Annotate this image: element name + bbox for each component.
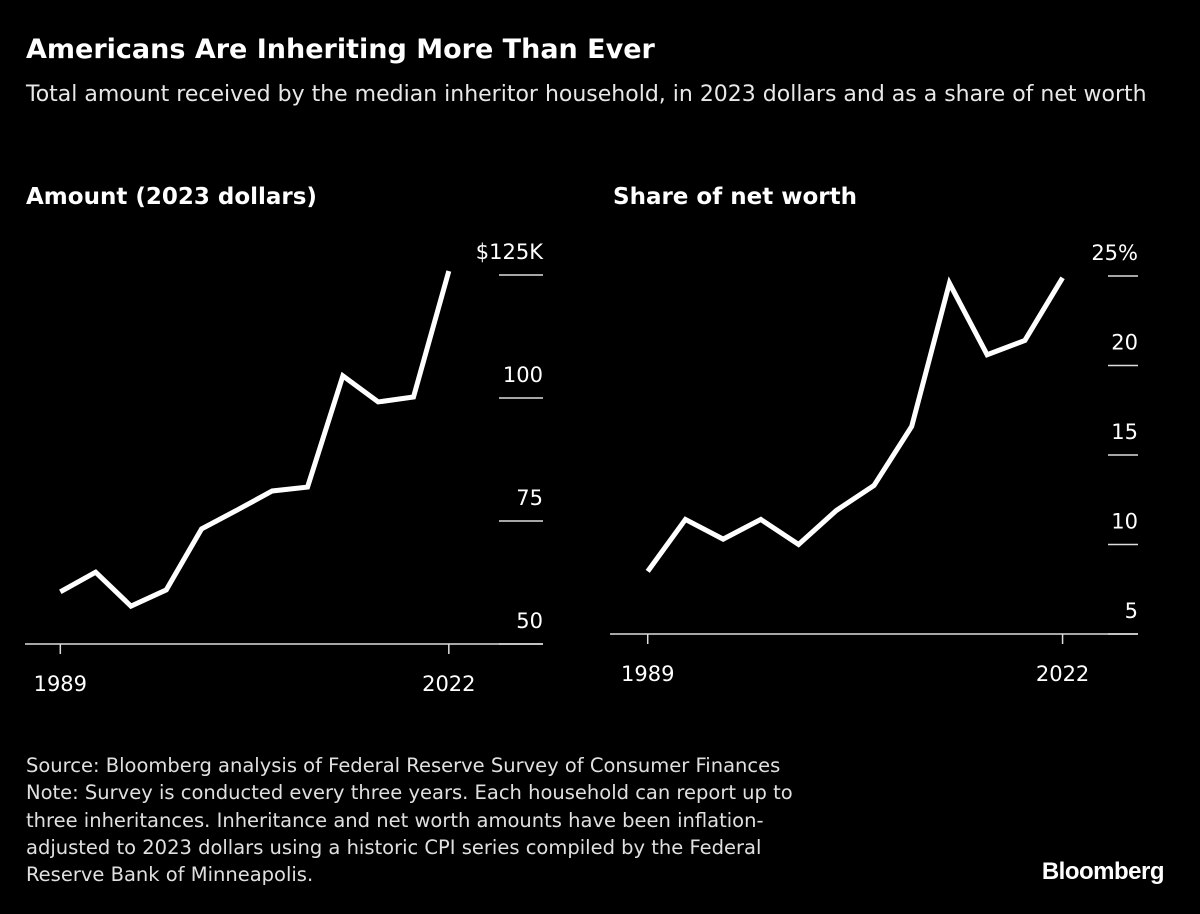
title: Americans Are Inheriting More Than Ever — [26, 34, 655, 65]
line — [59, 270, 452, 610]
footer-line: adjusted to 2023 dollars using a histori… — [26, 835, 762, 859]
x-tick-label: 2022 — [422, 672, 475, 696]
y-tick-label: $125K — [476, 240, 544, 264]
panel-title: Share of net worth — [613, 184, 857, 210]
y-tick-label: 5 — [1125, 599, 1138, 623]
y-tick-label: 25% — [1091, 241, 1138, 265]
footer-line: three inheritances. Inheritance and net … — [26, 808, 764, 832]
y-tick-label: 100 — [503, 363, 543, 387]
x-tick-label: 1989 — [621, 662, 674, 686]
footer-line: Reserve Bank of Minneapolis. — [26, 863, 314, 887]
footer-line: Note: Survey is conducted every three ye… — [26, 781, 793, 805]
y-tick-label: 15 — [1111, 420, 1138, 444]
x-tick-label: 2022 — [1036, 662, 1089, 686]
y-tick-label: 75 — [516, 486, 543, 510]
brand: Bloomberg — [1041, 858, 1165, 885]
panel-title: Amount (2023 dollars) — [26, 184, 317, 210]
subtitle: Total amount received by the median inhe… — [26, 82, 1147, 107]
y-tick-label: 20 — [1111, 331, 1138, 355]
x-tick-label: 1989 — [34, 672, 87, 696]
y-tick-label: 10 — [1111, 510, 1138, 534]
line — [645, 276, 1065, 573]
y-tick-label: 50 — [516, 609, 543, 633]
footer-line: Source: Bloomberg analysis of Federal Re… — [26, 754, 781, 777]
